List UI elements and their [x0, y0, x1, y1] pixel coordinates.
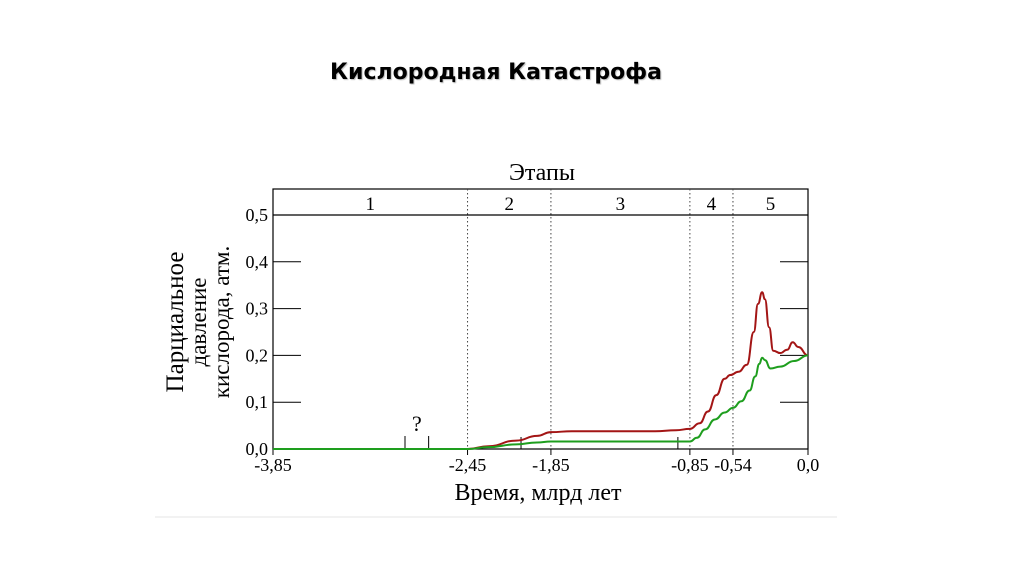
- x-axis-label: Время, млрд лет: [454, 480, 622, 506]
- x-tick-label-0: -3,85: [254, 455, 292, 475]
- y-axis-label-line2: давление: [186, 278, 211, 367]
- y-axis-label-line3: кислорода, атм.: [209, 246, 234, 398]
- y-tick-label-1: 0,1: [246, 392, 269, 412]
- stage-label-1: 1: [366, 194, 376, 215]
- x-tick-label-1: -2,45: [449, 455, 487, 475]
- plot-area: 1 2 3 4 5 0,0 0,1 0,2 0,3 0,4 0,5 -3,85 -2,45 -1,85 -0…: [246, 188, 820, 475]
- stage-label-2: 2: [504, 194, 514, 215]
- y-tick-label-4: 0,4: [246, 252, 269, 272]
- stage-label-4: 4: [707, 194, 717, 215]
- footer-divider: [155, 516, 837, 518]
- y-tick-label-5: 0,5: [246, 205, 269, 225]
- plot-frame: [272, 188, 809, 450]
- series-line-2: [273, 354, 809, 451]
- uncertainty-label: ?: [412, 411, 422, 436]
- y-axis-label: Парциальное давление кислорода, атм.: [162, 246, 234, 398]
- slide-title: Кислородная Катастрофа: [330, 60, 662, 85]
- x-tick-label-2: -1,85: [532, 455, 570, 475]
- y-axis-label-line1: Парциальное: [162, 252, 189, 393]
- x-tick-label-5: 0,0: [797, 455, 820, 475]
- stage-label-5: 5: [766, 194, 776, 215]
- stage-label-3: 3: [616, 194, 626, 215]
- x-tick-label-4: -0,54: [714, 455, 752, 475]
- y-tick-label-3: 0,3: [246, 299, 269, 319]
- series-line-1: [273, 291, 809, 451]
- y-tick-label-0: 0,0: [246, 439, 269, 459]
- x-tick-label-3: -0,85: [671, 455, 709, 475]
- stages-title: Этапы: [509, 160, 575, 186]
- y-tick-label-2: 0,2: [246, 345, 269, 365]
